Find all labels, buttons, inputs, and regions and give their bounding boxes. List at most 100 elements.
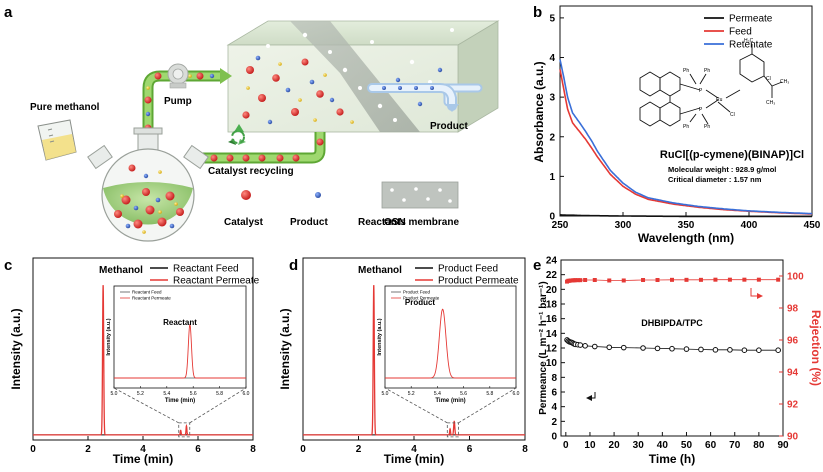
b-legend-label: Feed	[729, 27, 752, 38]
e-xtick-label: 90	[777, 440, 789, 451]
pump-label: Pump	[164, 96, 192, 107]
recycling-pipe	[186, 132, 326, 166]
e-ytick-label: 8	[551, 373, 557, 384]
b-legend-label: Permeate	[729, 14, 773, 25]
e-permeance-point	[727, 347, 733, 353]
d-xtick-label: 0	[300, 444, 306, 455]
d-inset-xtick-label: 5.0	[382, 391, 389, 397]
d-zoom-connector-right	[458, 387, 517, 424]
b-xtick-label: 450	[804, 220, 821, 231]
b-ytick-label: 1	[549, 172, 555, 183]
legend-reactants: Reactants	[358, 217, 406, 228]
c-zoom-connector-right	[189, 387, 247, 424]
e-rejection-point	[583, 278, 588, 282]
outlet-pipe-inner	[369, 85, 455, 109]
panel-b-legend: Permeate Feed Retentate	[704, 14, 773, 51]
c-inset-frame	[113, 285, 247, 389]
c-xtick-label: 4	[140, 444, 146, 455]
svg-text:Ph: Ph	[683, 68, 689, 74]
panel-d-lines	[303, 285, 525, 436]
e-xtick-label: 50	[681, 440, 693, 451]
b-xtick-label: 400	[741, 220, 758, 231]
d-legend-label: Product Feed	[438, 264, 498, 275]
b-ytick-label: 2	[549, 132, 555, 143]
c-inset-xlabel: Time (min)	[165, 398, 195, 404]
d-zoom-box	[446, 422, 459, 438]
e-permeance-point	[582, 343, 588, 349]
e-y2tick-label: 92	[787, 400, 799, 411]
panel-b-axes: 250 300 350 400 450 0 1 2 3 4 5	[549, 13, 820, 231]
svg-text:H₃C: H₃C	[744, 38, 754, 44]
e-y2tick-label: 90	[787, 432, 799, 443]
c-methanol-label: Methanol	[99, 265, 143, 276]
svg-text:P: P	[699, 88, 703, 94]
d-xlabel: Time (min)	[384, 452, 444, 466]
b-ytick-label: 0	[549, 212, 555, 223]
flask-icon	[87, 127, 209, 242]
e-rejection-point	[607, 278, 612, 283]
panel-d-label: d	[289, 257, 298, 274]
svg-text:Ph: Ph	[683, 124, 689, 130]
osn-membrane-label: OSN membrane	[384, 217, 459, 228]
panel-c-lines	[33, 285, 253, 436]
svg-text:Ru: Ru	[716, 97, 723, 103]
osn-membrane-legend: OSN membrane	[381, 181, 459, 228]
b-series-retentate	[559, 59, 812, 215]
c-inset-xtick-label: 6.0	[243, 391, 250, 397]
d-inset-peak-label: Product	[405, 298, 436, 307]
svg-text:Ph: Ph	[704, 124, 710, 130]
e-permeance-point	[654, 345, 661, 352]
e-ytick-label: 2	[551, 417, 557, 428]
d-xtick-label: 8	[522, 444, 528, 455]
e-ytick-label: 6	[551, 388, 557, 399]
e-ytick-label: 4	[551, 402, 557, 413]
panel-b-lines	[559, 59, 812, 218]
e-permeance-point	[620, 344, 627, 351]
e-rejection-point	[578, 278, 583, 283]
c-xtick-label: 8	[250, 444, 256, 455]
e-permeance-point	[756, 347, 762, 354]
c-legend-label: Reactant Permeate	[173, 276, 260, 287]
panel-b-frame	[559, 5, 813, 217]
panel-c-label: c	[4, 257, 12, 274]
c-inset-legend-label: Reactant Permeate	[132, 296, 171, 301]
b-ytick-label: 5	[549, 13, 555, 24]
c-xtick-label: 6	[195, 444, 201, 455]
e-xtick-label: 30	[633, 440, 645, 451]
e-axis-arrows	[586, 288, 763, 401]
feed-pipe	[142, 68, 232, 140]
e-ytick-label: 16	[546, 314, 558, 325]
b-xlabel: Wavelength (nm)	[638, 231, 734, 245]
pure-methanol-label: Pure methanol	[30, 102, 100, 113]
e-y2label: Rejection (%)	[809, 310, 823, 386]
c-inset-xtick-label: 5.2	[137, 391, 144, 397]
e-rejection-point	[684, 277, 689, 282]
recycle-icon	[228, 124, 246, 145]
d-inset-frame	[384, 285, 517, 389]
panel-e-axes: 0 10 20 30 40 50 60 70 80 90024681012141618202224…	[546, 256, 804, 452]
e-rejection-point	[670, 277, 674, 282]
e-ytick-label: 20	[546, 285, 558, 296]
d-inset-legend-label: Product Feed	[403, 290, 431, 295]
c-inset-xtick-label: 5.0	[111, 391, 118, 397]
catalyst-recycling-label: Catalyst recycling	[208, 166, 294, 177]
e-rejection-point	[698, 277, 703, 282]
panel-c-inset: 5.0 5.2 5.4 5.6 5.8 6.0 Time (min) Intensity (a…	[106, 285, 250, 438]
c-permeate-line	[33, 285, 253, 436]
d-inset-xtick-label: 6.0	[513, 391, 520, 397]
svg-text:CH₃: CH₃	[780, 79, 789, 85]
beaker-icon	[37, 119, 77, 161]
c-inset-xtick-label: 5.4	[163, 391, 170, 397]
e-annotation: DHBIPDA/TPC	[641, 318, 703, 328]
product-label: Product	[430, 121, 468, 132]
c-inset-xtick-label: 5.6	[190, 391, 197, 397]
panel-e: e 0 10 20 30 40 50 60 70 80 900246810121416182022…	[533, 256, 823, 467]
critical-diameter: Critical diameter : 1.57 nm	[668, 175, 762, 184]
c-inset-permeate-line	[114, 324, 246, 379]
d-inset-xtick-label: 5.6	[460, 391, 467, 397]
e-rejection-point	[756, 277, 761, 282]
e-ytick-label: 0	[551, 432, 557, 443]
